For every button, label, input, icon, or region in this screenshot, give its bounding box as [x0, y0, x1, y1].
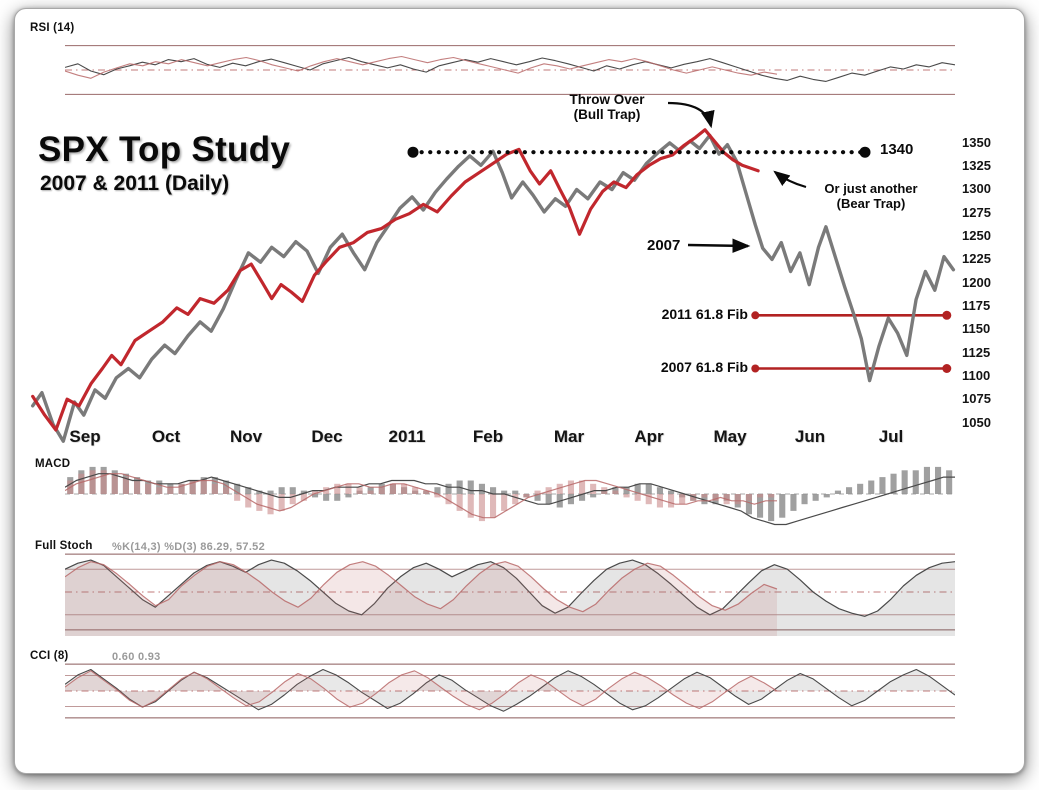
- chart-card: [14, 8, 1025, 774]
- x-axis: Sep Oct Nov Dec 2011 Feb Mar Apr May Jun Jul: [28, 427, 1018, 453]
- x-axis-label: Mar: [553, 427, 585, 446]
- annotation-bear-trap-line2: (Bear Trap): [836, 196, 906, 211]
- annotation-2007-series: 2007: [647, 237, 681, 254]
- y-axis-label: 1050: [962, 415, 991, 430]
- x-axis-label: Dec: [311, 427, 343, 446]
- stoch-values-label: %K(14,3) %D(3) 86.29, 57.52: [112, 541, 266, 553]
- y-axis-label: 1200: [962, 275, 991, 290]
- y-axis-label: 1275: [962, 205, 991, 220]
- y-axis-label: 1125: [962, 345, 991, 360]
- price-axis: 1350 1325 1300 1275 1250 1225 1200 1175 1150 1125…: [962, 0, 1032, 460]
- annotation-bear-trap: Or just another (Bear Trap): [797, 181, 945, 211]
- cci-chart-svg: [65, 663, 955, 719]
- y-axis-label: 1250: [962, 228, 991, 243]
- macd-chart-svg: [65, 466, 955, 526]
- annotation-throw-over-line1: Throw Over: [569, 92, 645, 107]
- cci-values-label: 0.60 0.93: [112, 651, 161, 663]
- x-axis-label: Nov: [229, 427, 263, 446]
- x-axis-label: Sep: [69, 427, 101, 446]
- y-axis-label: 1150: [962, 321, 991, 336]
- y-axis-label: 1350: [962, 135, 991, 150]
- annotation-throw-over-line2: (Bull Trap): [573, 107, 641, 122]
- x-axis-label: Feb: [472, 427, 504, 446]
- rsi-chart-svg: [65, 45, 955, 95]
- cci-panel-label: CCI (8): [30, 650, 69, 662]
- annotation-bear-trap-line1: Or just another: [824, 181, 918, 196]
- x-axis-label: Oct: [151, 427, 181, 446]
- macd-panel-label: MACD: [35, 458, 71, 470]
- page-title: SPX Top Study: [38, 130, 291, 169]
- y-axis-label: 1225: [962, 251, 991, 266]
- y-axis-label: 1100: [962, 368, 991, 383]
- x-axis-label: Jul: [878, 427, 904, 446]
- y-axis-label: 1175: [962, 298, 991, 313]
- price-chart-svg: [30, 128, 956, 443]
- stoch-chart-svg: [65, 553, 955, 636]
- x-axis-label: Jun: [794, 427, 826, 446]
- x-axis-label: May: [713, 427, 747, 446]
- y-axis-label: 1075: [962, 391, 991, 406]
- annotation-fib-2007: 2007 61.8 Fib: [660, 359, 748, 375]
- x-axis-label: Apr: [634, 427, 664, 446]
- y-axis-label: 1325: [962, 158, 991, 173]
- rsi-panel-label: RSI (14): [30, 22, 75, 34]
- resistance-level-label: 1340: [880, 141, 914, 158]
- annotation-throw-over: Throw Over (Bull Trap): [527, 92, 687, 122]
- x-axis-label: 2011: [388, 427, 426, 446]
- page-subtitle: 2007 & 2011 (Daily): [40, 172, 230, 195]
- annotation-fib-2011: 2011 61.8 Fib: [661, 306, 748, 322]
- stoch-panel-label: Full Stoch: [35, 540, 93, 552]
- y-axis-label: 1300: [962, 181, 991, 196]
